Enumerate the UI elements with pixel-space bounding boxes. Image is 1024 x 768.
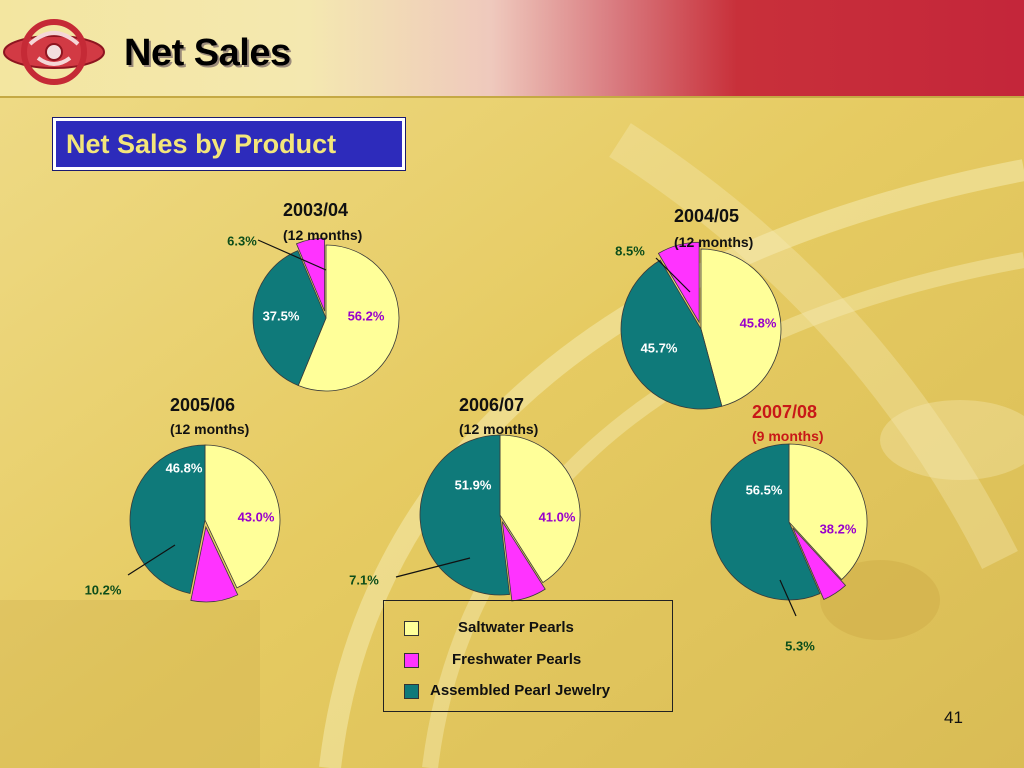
data-label-saltwater: 38.2% bbox=[820, 521, 857, 536]
data-label-assembled: 37.5% bbox=[263, 308, 300, 323]
pie-slice-saltwater bbox=[499, 434, 581, 584]
pie-subtitle: (9 months) bbox=[752, 428, 824, 444]
pie-title: 2004/05 bbox=[674, 206, 739, 226]
pie-title: 2005/06 bbox=[170, 395, 235, 415]
pie-slice-assembled bbox=[710, 443, 821, 601]
pie-title: 2007/08 bbox=[752, 402, 817, 422]
pie-slice-freshwater bbox=[657, 241, 700, 324]
pie-subtitle: (12 months) bbox=[283, 227, 362, 243]
leader-line bbox=[779, 579, 797, 617]
pie-chart-1: 2004/05 (12 months) 45.8% 45.7% 8.5% bbox=[615, 206, 782, 410]
data-label-assembled: 56.5% bbox=[746, 482, 783, 497]
section-title-box: Net Sales by Product bbox=[53, 118, 405, 170]
data-label-saltwater: 45.8% bbox=[740, 315, 777, 330]
pie-slice-saltwater bbox=[700, 248, 782, 407]
pie-slice-saltwater bbox=[297, 244, 400, 392]
company-logo bbox=[3, 19, 105, 85]
pie-title: 2003/04 bbox=[283, 200, 348, 220]
legend-label-saltwater: Saltwater Pearls bbox=[458, 619, 574, 636]
leader-line bbox=[127, 544, 176, 576]
legend-swatch-saltwater bbox=[404, 621, 419, 636]
page-number: 41 bbox=[944, 708, 963, 727]
pie-subtitle: (12 months) bbox=[674, 234, 753, 250]
legend-swatch-freshwater bbox=[404, 653, 419, 668]
pie-slice-saltwater bbox=[788, 443, 868, 581]
pie-slice-assembled bbox=[129, 444, 206, 594]
data-label-freshwater: 10.2% bbox=[85, 582, 122, 597]
legend-item-freshwater: Freshwater Pearls bbox=[384, 649, 672, 671]
pie-slice-assembled bbox=[252, 250, 327, 387]
legend-item-saltwater: Saltwater Pearls bbox=[384, 617, 672, 639]
data-label-freshwater: 6.3% bbox=[227, 233, 257, 248]
leader-line bbox=[655, 257, 691, 293]
pie-slice-freshwater bbox=[295, 237, 326, 312]
legend-label-freshwater: Freshwater Pearls bbox=[452, 651, 582, 668]
pie-slice-freshwater bbox=[792, 527, 847, 600]
pie-subtitle: (12 months) bbox=[459, 421, 538, 437]
data-label-assembled: 45.7% bbox=[641, 340, 678, 355]
pie-slice-freshwater bbox=[501, 521, 546, 602]
data-label-assembled: 46.8% bbox=[166, 460, 203, 475]
legend-item-assembled: Assembled Pearl Jewelry bbox=[384, 680, 672, 702]
section-title: Net Sales by Product bbox=[66, 129, 337, 159]
pie-chart-4: 2007/08 (9 months) 38.2% 5.3% 56.5% bbox=[710, 402, 868, 653]
data-label-freshwater: 5.3% bbox=[785, 638, 815, 653]
pie-chart-2: 2005/06 (12 months) 43.0% 10.2% 46.8% bbox=[85, 395, 281, 603]
data-label-assembled: 51.9% bbox=[455, 477, 492, 492]
pie-chart-0: 2003/04 (12 months) 56.2% 37.5% 6.3% bbox=[227, 200, 400, 392]
legend-swatch-assembled bbox=[404, 684, 419, 699]
data-label-saltwater: 41.0% bbox=[539, 509, 576, 524]
pie-slice-freshwater bbox=[190, 525, 239, 603]
legend: Saltwater Pearls Freshwater Pearls Assem… bbox=[383, 600, 673, 712]
data-label-saltwater: 43.0% bbox=[238, 509, 275, 524]
data-label-freshwater: 8.5% bbox=[615, 243, 645, 258]
pie-slice-assembled bbox=[620, 259, 723, 410]
page-title: Net Sales bbox=[124, 32, 291, 74]
leader-line bbox=[395, 557, 471, 578]
pie-chart-3: 2006/07 (12 months) 41.0% 7.1% 51.9% bbox=[349, 395, 581, 602]
data-label-freshwater: 7.1% bbox=[349, 572, 379, 587]
pie-title: 2006/07 bbox=[459, 395, 524, 415]
header-bar: Net Sales bbox=[0, 0, 1024, 98]
pie-slice-assembled bbox=[419, 434, 510, 596]
leader-line bbox=[257, 239, 327, 271]
pie-subtitle: (12 months) bbox=[170, 421, 249, 437]
legend-label-assembled: Assembled Pearl Jewelry bbox=[430, 682, 611, 699]
data-label-saltwater: 56.2% bbox=[348, 308, 385, 323]
pie-slice-saltwater bbox=[204, 444, 281, 589]
